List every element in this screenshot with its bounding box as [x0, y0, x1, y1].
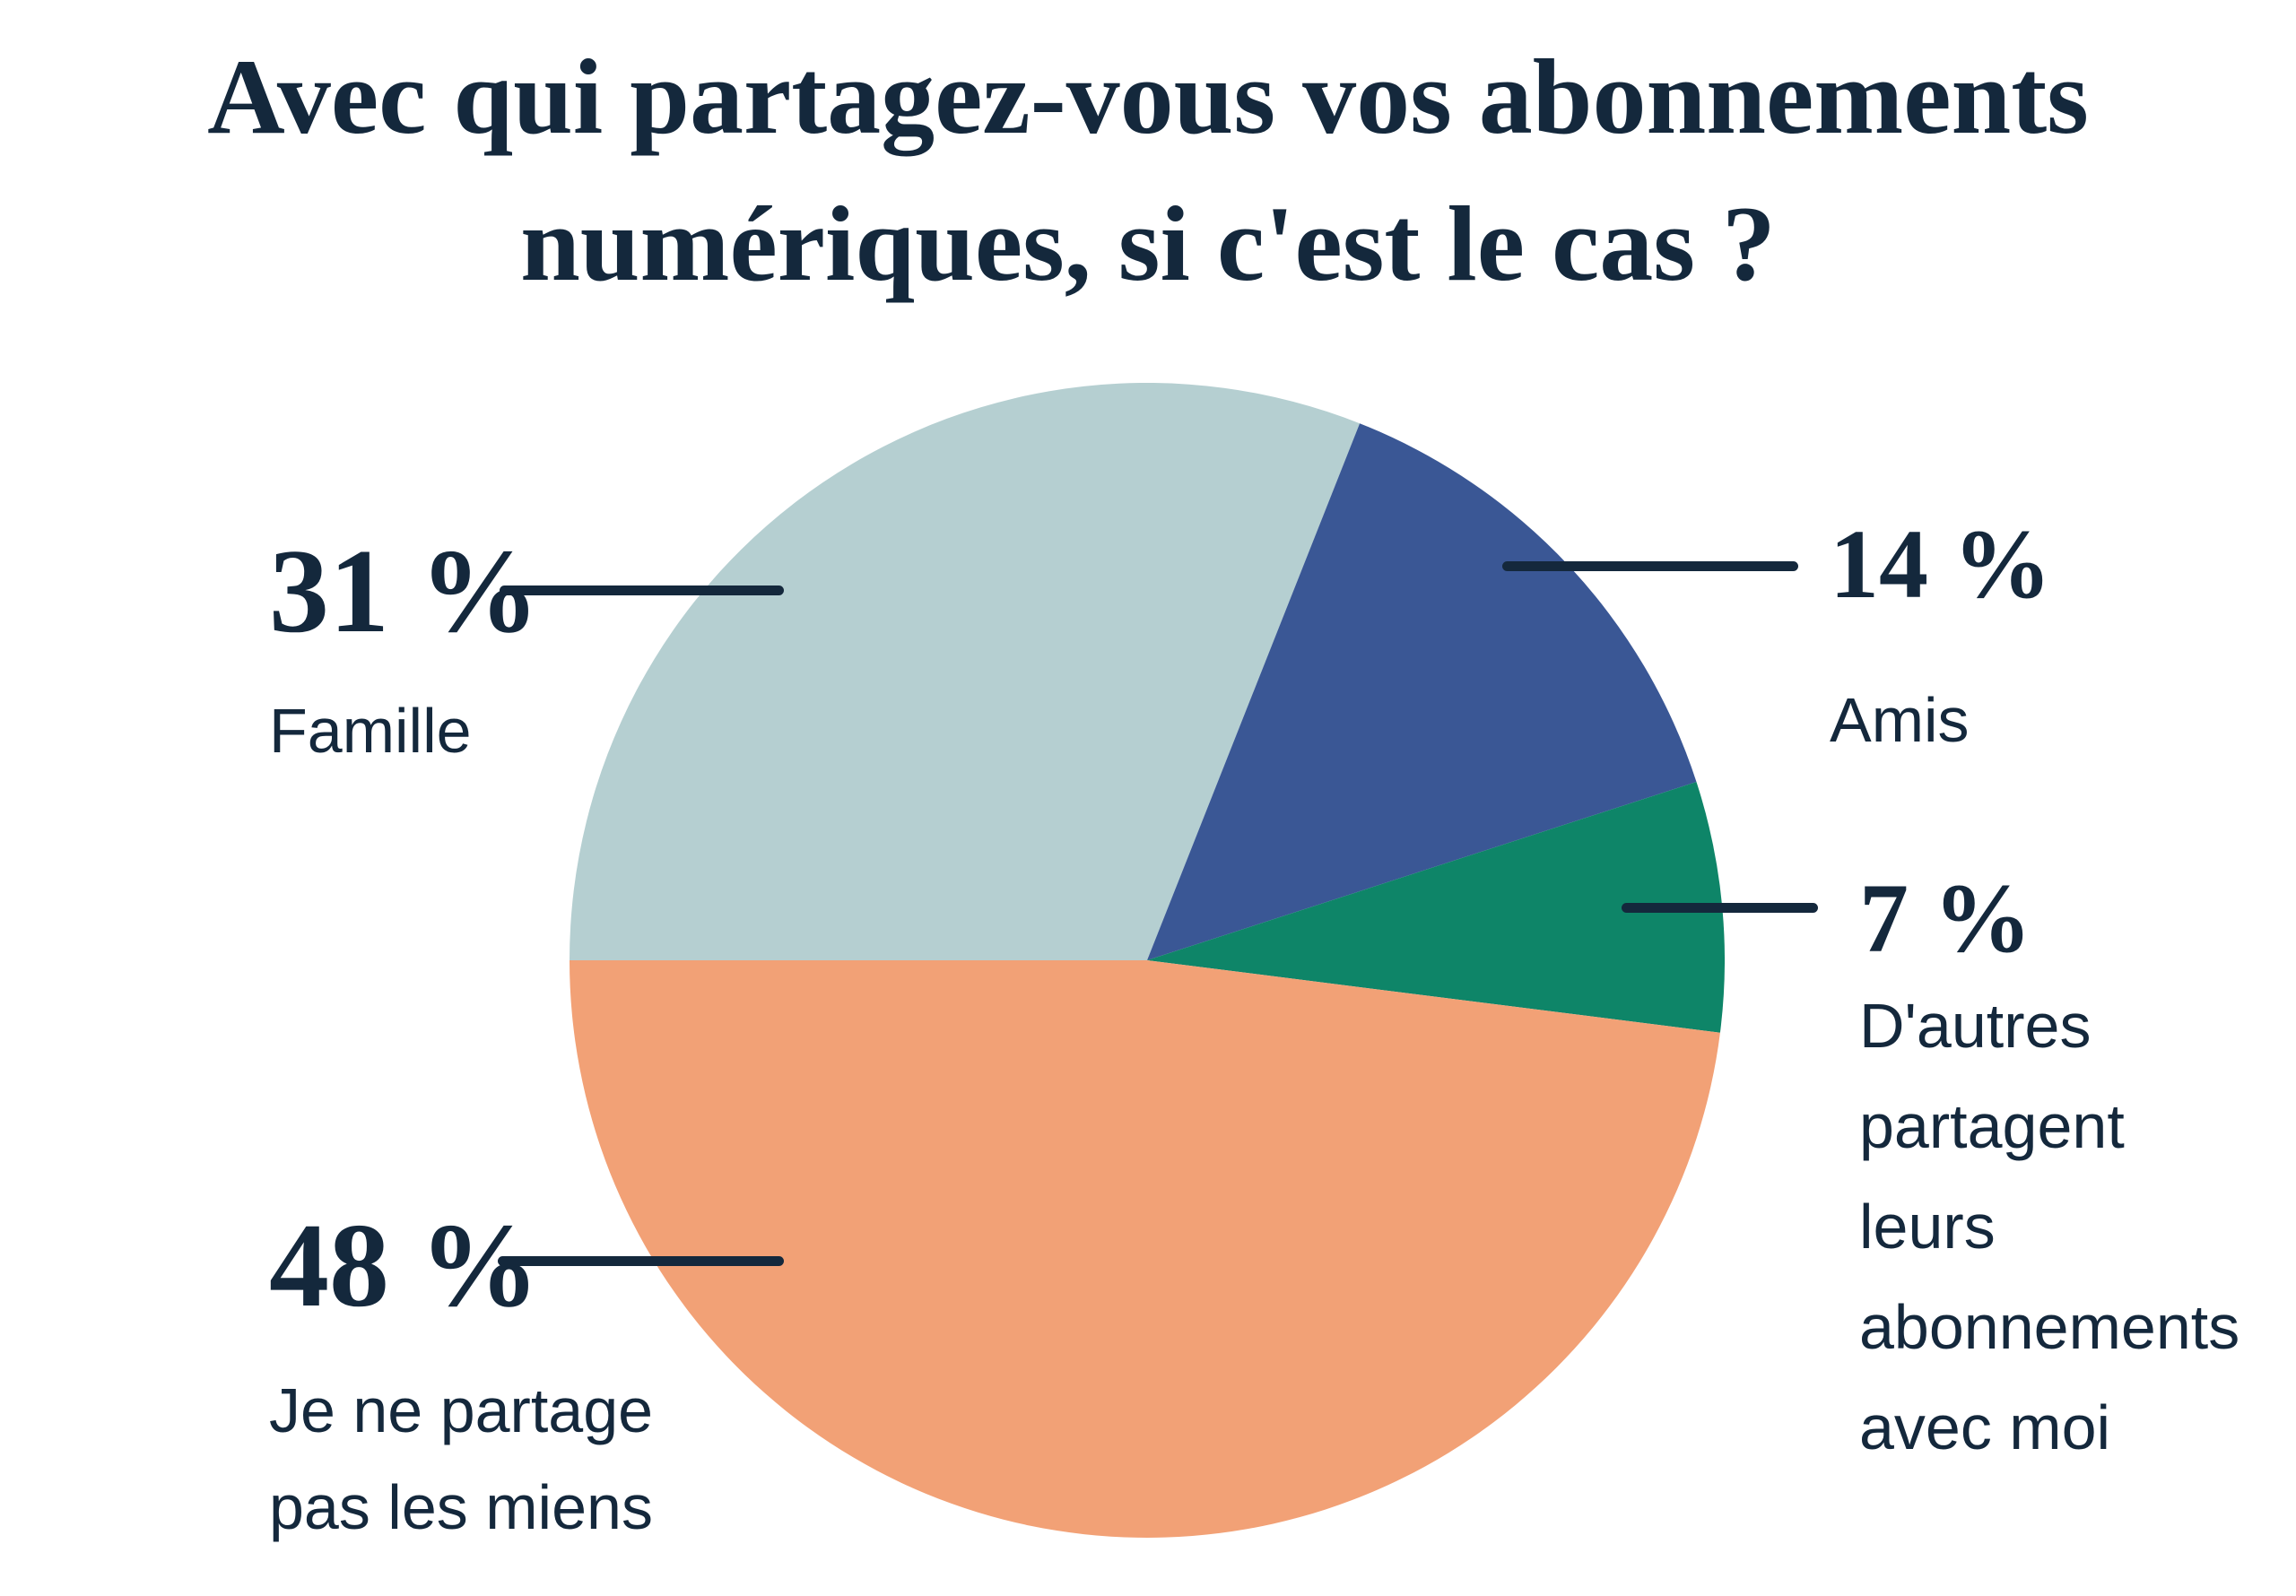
famille-callout-line [500, 585, 784, 595]
famille-percent-label: 31 % [269, 525, 540, 657]
moi-label: Je ne partage pas les miens [269, 1375, 654, 1542]
amis-callout-line [1502, 561, 1798, 571]
autres-label: D'autres partagent leurs abonnements ave… [1859, 991, 2240, 1462]
moi-percent-label: 48 % [269, 1199, 540, 1331]
pie-chart [570, 383, 1725, 1538]
pie-slice-2 [1147, 781, 1725, 1033]
pie-slice-3 [570, 960, 1720, 1538]
famille-label: Famille [269, 696, 472, 766]
pie-slice-1 [1147, 423, 1697, 961]
amis-label: Amis [1830, 685, 1970, 755]
moi-callout-line [498, 1256, 784, 1266]
amis-percent-label: 14 % [1830, 509, 2052, 619]
pie-slice-0 [570, 383, 1361, 960]
chart-title: Avec qui partagez-vous vos abonnements n… [207, 37, 2089, 303]
autres-percent-label: 7 % [1859, 863, 2032, 973]
autres-callout-line [1622, 903, 1818, 913]
